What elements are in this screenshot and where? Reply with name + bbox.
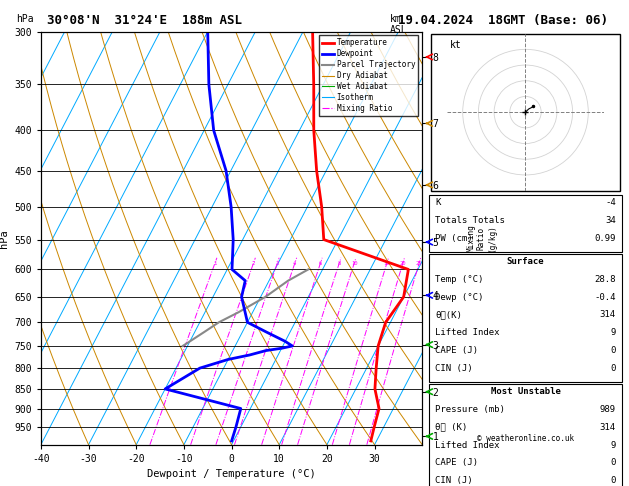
- Text: 2: 2: [252, 261, 255, 266]
- Text: Temp (°C): Temp (°C): [435, 275, 484, 284]
- Text: km
ASL: km ASL: [390, 14, 408, 35]
- Text: 25: 25: [416, 261, 422, 266]
- Text: Lifted Index: Lifted Index: [435, 328, 499, 337]
- Text: 8: 8: [338, 261, 341, 266]
- Text: 3: 3: [276, 261, 279, 266]
- Text: 4: 4: [293, 261, 296, 266]
- Text: Lifted Index: Lifted Index: [435, 441, 499, 450]
- Text: 34: 34: [605, 216, 616, 225]
- Text: CAPE (J): CAPE (J): [435, 346, 478, 355]
- Text: 6: 6: [319, 261, 322, 266]
- Text: 0: 0: [610, 364, 616, 373]
- Text: PW (cm): PW (cm): [435, 234, 473, 243]
- Y-axis label: Mixing
Ratio
(g/kg): Mixing Ratio (g/kg): [466, 224, 496, 252]
- Text: 9: 9: [610, 441, 616, 450]
- Text: 16: 16: [384, 261, 390, 266]
- Text: 1: 1: [213, 261, 216, 266]
- Text: 989: 989: [599, 405, 616, 414]
- Text: CAPE (J): CAPE (J): [435, 458, 478, 468]
- Bar: [429, 384, 622, 486]
- Text: 28.8: 28.8: [594, 275, 616, 284]
- Text: CIN (J): CIN (J): [435, 476, 473, 485]
- Text: Totals Totals: Totals Totals: [435, 216, 505, 225]
- Text: -4: -4: [605, 198, 616, 207]
- Text: hPa: hPa: [16, 14, 33, 24]
- Text: -0.4: -0.4: [594, 293, 616, 302]
- Text: K: K: [435, 198, 440, 207]
- Text: Most Unstable: Most Unstable: [491, 387, 560, 396]
- Bar: [429, 195, 622, 252]
- Text: 314: 314: [599, 311, 616, 319]
- Bar: [429, 254, 622, 382]
- Text: 20: 20: [399, 261, 406, 266]
- Text: © weatheronline.co.uk: © weatheronline.co.uk: [477, 434, 574, 443]
- Text: 0: 0: [610, 458, 616, 468]
- Text: 9: 9: [610, 328, 616, 337]
- Text: 10: 10: [351, 261, 357, 266]
- Y-axis label: hPa: hPa: [0, 229, 9, 247]
- Text: θᴇ (K): θᴇ (K): [435, 423, 467, 432]
- X-axis label: Dewpoint / Temperature (°C): Dewpoint / Temperature (°C): [147, 469, 316, 479]
- Text: 314: 314: [599, 423, 616, 432]
- Bar: [431, 34, 620, 191]
- Text: 19.04.2024  18GMT (Base: 06): 19.04.2024 18GMT (Base: 06): [398, 14, 608, 27]
- Text: 0: 0: [610, 346, 616, 355]
- Text: 0.99: 0.99: [594, 234, 616, 243]
- Text: Pressure (mb): Pressure (mb): [435, 405, 505, 414]
- Text: CIN (J): CIN (J): [435, 364, 473, 373]
- Text: θᴇ(K): θᴇ(K): [435, 311, 462, 319]
- Text: Dewp (°C): Dewp (°C): [435, 293, 484, 302]
- Text: Surface: Surface: [507, 257, 544, 266]
- Legend: Temperature, Dewpoint, Parcel Trajectory, Dry Adiabat, Wet Adiabat, Isotherm, Mi: Temperature, Dewpoint, Parcel Trajectory…: [319, 35, 418, 116]
- Text: 30°08'N  31°24'E  188m ASL: 30°08'N 31°24'E 188m ASL: [47, 14, 242, 27]
- Text: 0: 0: [610, 476, 616, 485]
